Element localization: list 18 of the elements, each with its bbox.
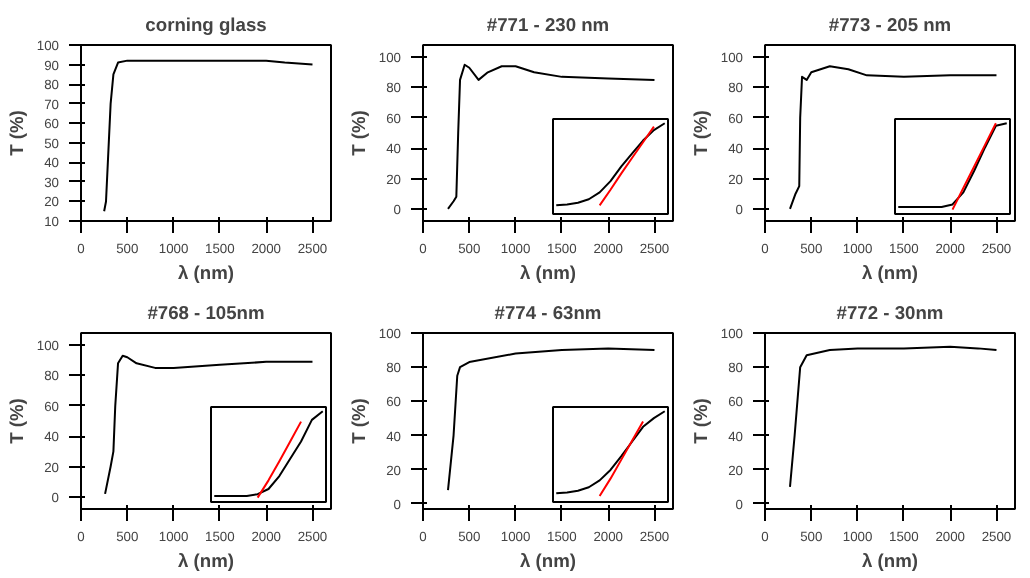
chart-title: #774 - 63nm (494, 303, 602, 323)
x-axis-title: λ (nm) (862, 551, 919, 571)
x-axis-title: λ (nm) (862, 263, 919, 283)
y-axis-title: T (%) (6, 110, 27, 156)
x-axis-title: λ (nm) (178, 263, 235, 283)
x-axis-title: λ (nm) (178, 551, 235, 571)
x-axis-title: λ (nm) (520, 263, 577, 283)
chart-title: corning glass (145, 15, 267, 35)
x-axis-title: λ (nm) (520, 551, 577, 571)
y-axis-title: T (%) (348, 398, 369, 444)
y-axis-title: T (%) (6, 398, 27, 444)
y-axis-title: T (%) (348, 110, 369, 156)
y-axis-title: T (%) (690, 398, 711, 444)
y-axis-title: T (%) (690, 110, 711, 156)
chart-title: #772 - 30nm (836, 303, 944, 323)
chart-title: #773 - 205 nm (828, 15, 952, 35)
chart-title: #768 - 105nm (147, 303, 265, 323)
chart-title: #771 - 230 nm (486, 15, 610, 35)
